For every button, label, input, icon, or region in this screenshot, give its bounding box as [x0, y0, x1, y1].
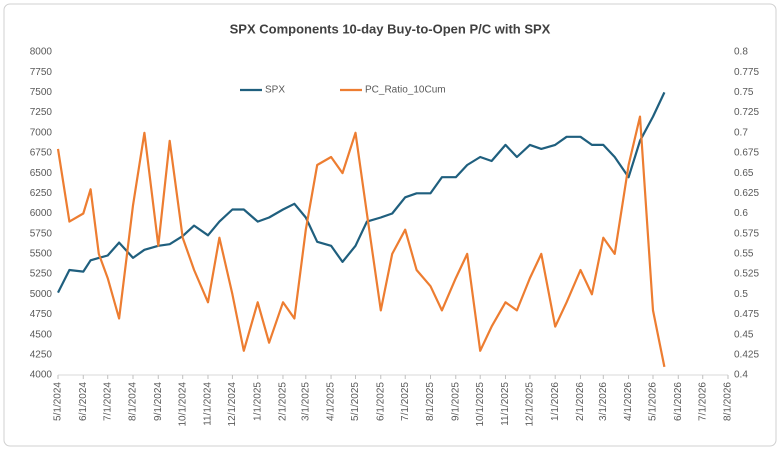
y2-tick-label: 0.425 [734, 349, 759, 360]
y-tick-label: 5000 [30, 289, 53, 300]
y-tick-label: 4250 [30, 349, 53, 360]
y-tick-label: 6250 [30, 188, 53, 199]
x-tick-label: 5/1/2025 [350, 382, 361, 421]
y2-tick-label: 0.6 [734, 208, 748, 219]
x-tick-label: 7/1/2026 [697, 382, 708, 421]
y-tick-label: 8000 [30, 47, 53, 58]
y2-tick-label: 0.625 [734, 188, 759, 199]
y2-tick-label: 0.7 [734, 127, 748, 138]
series-line [57, 91, 666, 294]
legend-label: SPX [265, 85, 285, 96]
x-tick-label: 7/1/2024 [102, 382, 113, 421]
y-tick-label: 7250 [30, 107, 53, 118]
x-tick-label: 7/1/2025 [400, 382, 411, 421]
y-tick-label: 7750 [30, 67, 53, 78]
x-tick-label: 6/1/2025 [375, 382, 386, 421]
y2-tick-label: 0.4 [734, 370, 748, 381]
y-tick-label: 6500 [30, 168, 53, 179]
x-tick-label: 3/1/2025 [300, 382, 311, 421]
x-tick-label: 8/1/2026 [723, 382, 734, 421]
x-tick-label: 2/1/2025 [278, 382, 289, 421]
x-tick-label: 11/1/2025 [500, 382, 511, 426]
y2-tick-label: 0.675 [734, 148, 759, 159]
x-tick-label: 5/1/2024 [53, 382, 64, 421]
x-tick-label: 8/1/2024 [128, 382, 139, 421]
y-tick-label: 4500 [30, 329, 53, 340]
x-tick-label: 12/1/2025 [525, 382, 536, 427]
x-tick-label: 6/1/2024 [78, 382, 89, 421]
y-tick-label: 7500 [30, 87, 53, 98]
x-tick-label: 4/1/2026 [623, 382, 634, 421]
y-tick-label: 4000 [30, 370, 53, 381]
y2-tick-label: 0.775 [734, 67, 759, 78]
y2-tick-label: 0.525 [734, 269, 759, 280]
y-tick-label: 5250 [30, 269, 53, 280]
y2-tick-label: 0.55 [734, 249, 754, 260]
x-tick-label: 5/1/2026 [648, 382, 659, 421]
series-line [56, 115, 666, 368]
y2-tick-label: 0.45 [734, 329, 754, 340]
y2-tick-label: 0.575 [734, 228, 759, 239]
y2-tick-label: 0.475 [734, 309, 759, 320]
chart-frame [3, 3, 777, 447]
chart-title: SPX Components 10-day Buy-to-Open P/C wi… [230, 21, 551, 36]
y2-tick-label: 0.5 [734, 289, 748, 300]
x-tick-label: 11/1/2024 [203, 382, 214, 426]
y2-tick-label: 0.65 [734, 168, 754, 179]
y2-tick-label: 0.725 [734, 107, 759, 118]
y-tick-label: 6750 [30, 148, 53, 159]
y-tick-label: 6000 [30, 208, 53, 219]
x-tick-label: 9/1/2025 [450, 382, 461, 421]
y-tick-label: 5500 [30, 249, 53, 260]
x-tick-label: 10/1/2025 [475, 382, 486, 427]
x-tick-label: 8/1/2025 [425, 382, 436, 421]
y-tick-label: 5750 [30, 228, 53, 239]
x-tick-label: 10/1/2024 [177, 382, 188, 427]
x-tick-label: 3/1/2026 [598, 382, 609, 421]
x-tick-label: 1/1/2025 [252, 382, 263, 421]
x-tick-label: 4/1/2025 [326, 382, 337, 421]
x-tick-label: 6/1/2026 [673, 382, 684, 421]
y2-tick-label: 0.8 [734, 47, 748, 58]
y-tick-label: 7000 [30, 127, 53, 138]
y2-tick-label: 0.75 [734, 87, 754, 98]
legend-label: PC_Ratio_10Cum [365, 85, 446, 96]
x-tick-label: 1/1/2026 [550, 382, 561, 421]
y-tick-label: 4750 [30, 309, 53, 320]
x-tick-label: 9/1/2024 [153, 382, 164, 421]
x-tick-label: 12/1/2024 [227, 382, 238, 427]
x-tick-label: 2/1/2026 [575, 382, 586, 421]
